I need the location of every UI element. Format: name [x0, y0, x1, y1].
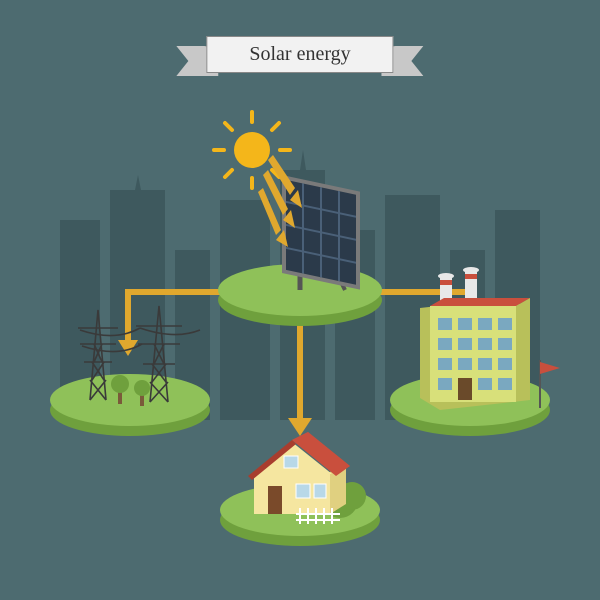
- background: [0, 0, 600, 600]
- title-banner: Solar energy: [206, 36, 393, 73]
- infographic-canvas: Solar energy: [0, 0, 600, 600]
- title-text: Solar energy: [249, 43, 350, 65]
- banner-body: Solar energy: [206, 36, 393, 73]
